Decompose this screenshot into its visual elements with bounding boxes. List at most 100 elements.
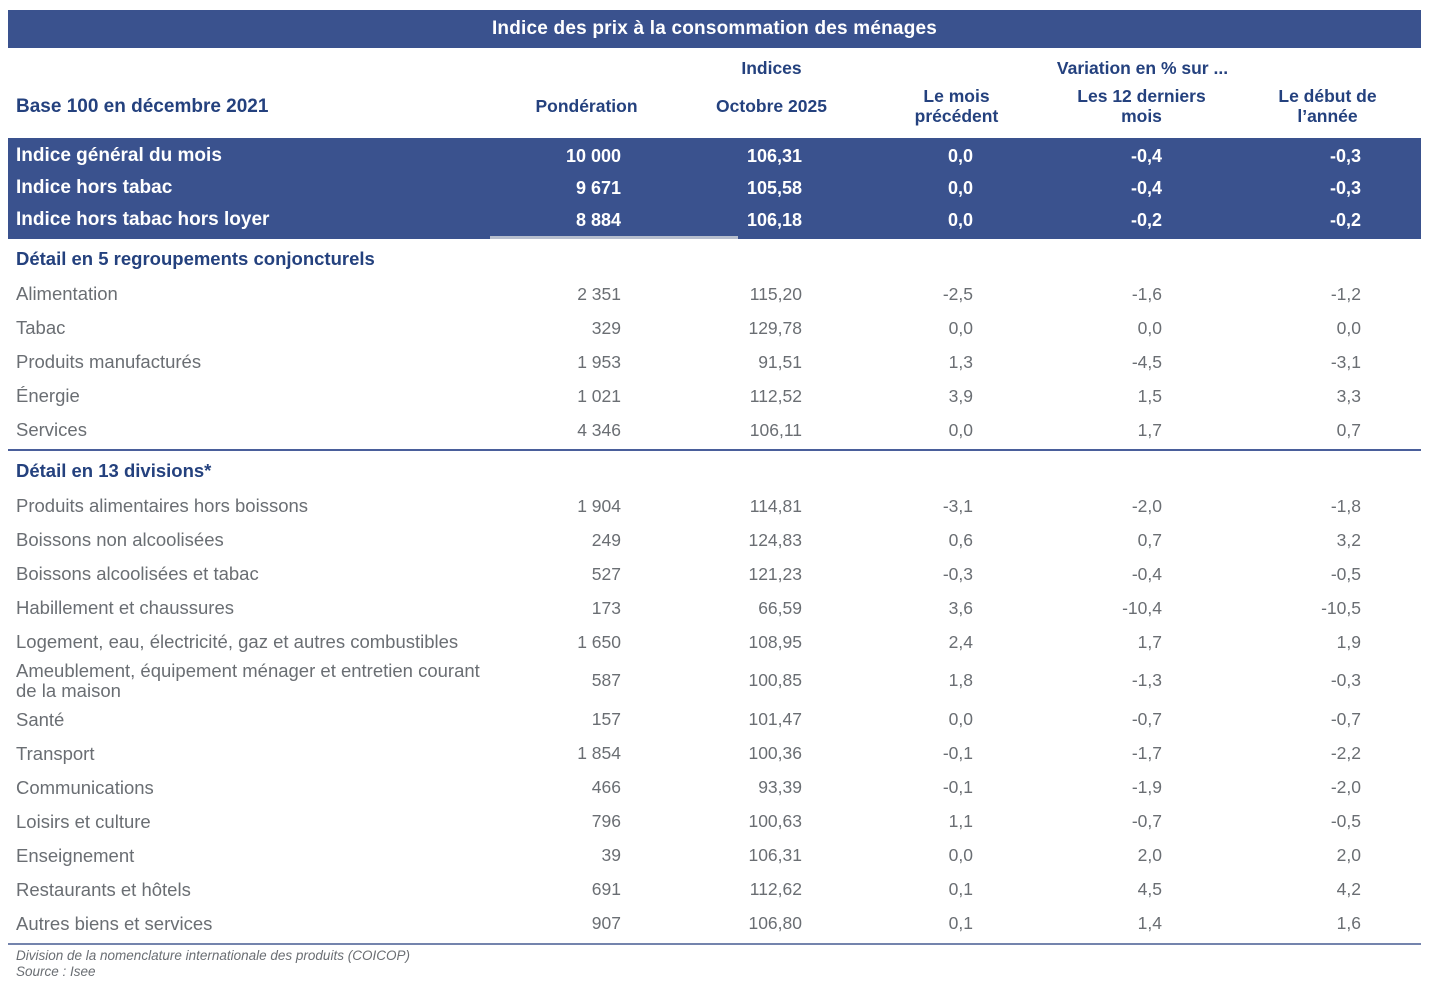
row-ponderation-value: 2 351	[577, 283, 621, 304]
row-variation-year-start-value: 1,9	[1336, 631, 1361, 652]
footnote-source: Source : Isee	[16, 964, 96, 980]
row-variation-month-value: 0,1	[948, 913, 973, 934]
row-index-value: 115,20	[749, 283, 802, 304]
table-row: Indice hors tabac hors loyer 8 884 106,1…	[8, 204, 1421, 236]
row-index-value: 66,59	[758, 597, 802, 618]
table-row: Loisirs et culture 796 100,63 1,1 -0,7 -…	[8, 805, 1421, 839]
row-label: Enseignement	[16, 844, 135, 866]
row-variation-12-months-value: -0,7	[1131, 811, 1162, 832]
row-label: Alimentation	[16, 283, 118, 305]
table-row: Ameublement, équipement ménager et entre…	[8, 659, 1421, 703]
footnote-coicop: Division de la nomenclature internationa…	[16, 947, 410, 963]
row-ponderation-value: 1 021	[577, 385, 621, 406]
row-ponderation-value: 796	[591, 811, 621, 832]
header-group-indices: Indices	[741, 58, 802, 79]
row-index-value: 106,18	[746, 209, 802, 230]
row-ponderation-value: 466	[591, 777, 621, 798]
section-divider	[8, 449, 1421, 451]
row-index-value: 100,63	[748, 811, 802, 832]
header-group-variation: Variation en % sur ...	[1056, 58, 1229, 79]
row-label: Transport	[16, 742, 95, 764]
row-ponderation-value: 10 000	[565, 145, 621, 166]
table-row: Produits manufacturés 1 953 91,51 1,3 -4…	[8, 345, 1421, 379]
row-variation-year-start-value: -0,5	[1330, 811, 1361, 832]
row-index-value: 112,52	[749, 385, 802, 406]
table-title: Indice des prix à la consommation des mé…	[491, 18, 938, 39]
table-row: Enseignement 39 106,31 0,0 2,0 2,0	[8, 839, 1421, 873]
row-variation-year-start-value: -0,3	[1330, 670, 1361, 691]
row-variation-12-months-value: -0,4	[1130, 145, 1162, 166]
table-row: Tabac 329 129,78 0,0 0,0 0,0	[8, 311, 1421, 345]
row-index-value: 105,58	[746, 177, 802, 198]
row-variation-month-value: 0,0	[947, 177, 973, 198]
row-variation-12-months-value: 1,5	[1137, 385, 1162, 406]
column-header-month: Octobre 2025	[716, 96, 827, 117]
column-header-year-start: Le début de l’année	[1278, 86, 1377, 126]
row-variation-year-start-value: 1,6	[1336, 913, 1361, 934]
row-variation-12-months-value: 2,0	[1137, 845, 1162, 866]
row-index-value: 101,47	[748, 709, 802, 730]
row-variation-year-start-value: -0,3	[1329, 177, 1361, 198]
row-ponderation-value: 157	[591, 709, 621, 730]
row-label: Ameublement, équipement ménager et entre…	[16, 660, 480, 701]
column-header-prev-month: Le mois précédent	[914, 86, 999, 126]
table-row: Transport 1 854 100,36 -0,1 -1,7 -2,2	[8, 737, 1421, 771]
table-row: Restaurants et hôtels 691 112,62 0,1 4,5…	[8, 873, 1421, 907]
row-label: Loisirs et culture	[16, 810, 151, 832]
row-ponderation-value: 527	[591, 563, 621, 584]
section-0: Détail en 5 regroupements conjoncturels …	[8, 239, 1421, 447]
row-ponderation-value: 907	[591, 913, 621, 934]
row-variation-month-value: 1,1	[948, 811, 973, 832]
row-variation-year-start-value: -0,7	[1330, 709, 1361, 730]
row-variation-12-months-value: -1,9	[1131, 777, 1162, 798]
row-variation-year-start-value: -3,1	[1330, 351, 1361, 372]
row-label: Tabac	[16, 317, 66, 339]
row-variation-month-value: -3,1	[942, 495, 973, 516]
row-ponderation-value: 8 884	[575, 209, 621, 230]
table-bottom-border	[8, 942, 1421, 945]
row-variation-12-months-value: 1,7	[1137, 419, 1162, 440]
row-variation-year-start-value: -0,2	[1329, 209, 1361, 230]
row-ponderation-value: 329	[591, 317, 621, 338]
row-variation-12-months-value: -0,4	[1131, 563, 1162, 584]
row-ponderation-value: 173	[591, 597, 621, 618]
row-variation-12-months-value: 0,7	[1137, 529, 1162, 550]
row-variation-year-start-value: 3,3	[1336, 385, 1361, 406]
row-label: Indice hors tabac hors loyer	[16, 209, 270, 230]
row-label: Boissons non alcoolisées	[16, 529, 224, 551]
section-heading: Détail en 5 regroupements conjoncturels	[16, 248, 375, 269]
row-variation-month-value: 1,8	[948, 670, 973, 691]
row-ponderation-value: 4 346	[577, 419, 621, 440]
row-variation-year-start-value: -0,5	[1330, 563, 1361, 584]
header-group-row: Indices Variation en % sur ...	[8, 57, 1421, 81]
row-index-value: 106,31	[746, 145, 802, 166]
row-label: Communications	[16, 776, 154, 798]
table-row: Communications 466 93,39 -0,1 -1,9 -2,0	[8, 771, 1421, 805]
row-index-value: 106,11	[749, 419, 802, 440]
row-variation-month-value: 0,0	[947, 145, 973, 166]
section-1: Détail en 13 divisions* Produits aliment…	[8, 451, 1421, 941]
row-ponderation-value: 587	[591, 670, 621, 691]
table-row: Boissons alcoolisées et tabac 527 121,23…	[8, 557, 1421, 591]
table-title-bar: Indice des prix à la consommation des mé…	[8, 10, 1421, 48]
summary-rows: Indice général du mois 10 000 106,31 0,0…	[8, 138, 1421, 239]
row-variation-year-start-value: -10,5	[1321, 597, 1361, 618]
table-row: Indice hors tabac 9 671 105,58 0,0 -0,4 …	[8, 172, 1421, 204]
row-index-value: 106,80	[748, 913, 802, 934]
row-variation-12-months-value: -1,6	[1131, 283, 1162, 304]
row-variation-month-value: 1,3	[948, 351, 973, 372]
row-variation-year-start-value: 0,7	[1336, 419, 1361, 440]
table-row: Produits alimentaires hors boissons 1 90…	[8, 489, 1421, 523]
row-variation-12-months-value: 1,4	[1137, 913, 1162, 934]
table-row: Services 4 346 106,11 0,0 1,7 0,7	[8, 413, 1421, 447]
header-columns-row: Base 100 en décembre 2021 Pondération Oc…	[8, 85, 1421, 129]
row-variation-month-value: 3,9	[948, 385, 973, 406]
row-label: Autres biens et services	[16, 912, 213, 934]
row-ponderation-value: 1 650	[577, 631, 621, 652]
row-index-value: 114,81	[749, 495, 802, 516]
row-variation-12-months-value: -4,5	[1131, 351, 1162, 372]
cell-border-artifact	[490, 236, 738, 239]
row-variation-year-start-value: -2,2	[1330, 743, 1361, 764]
row-label: Indice général du mois	[16, 145, 222, 166]
